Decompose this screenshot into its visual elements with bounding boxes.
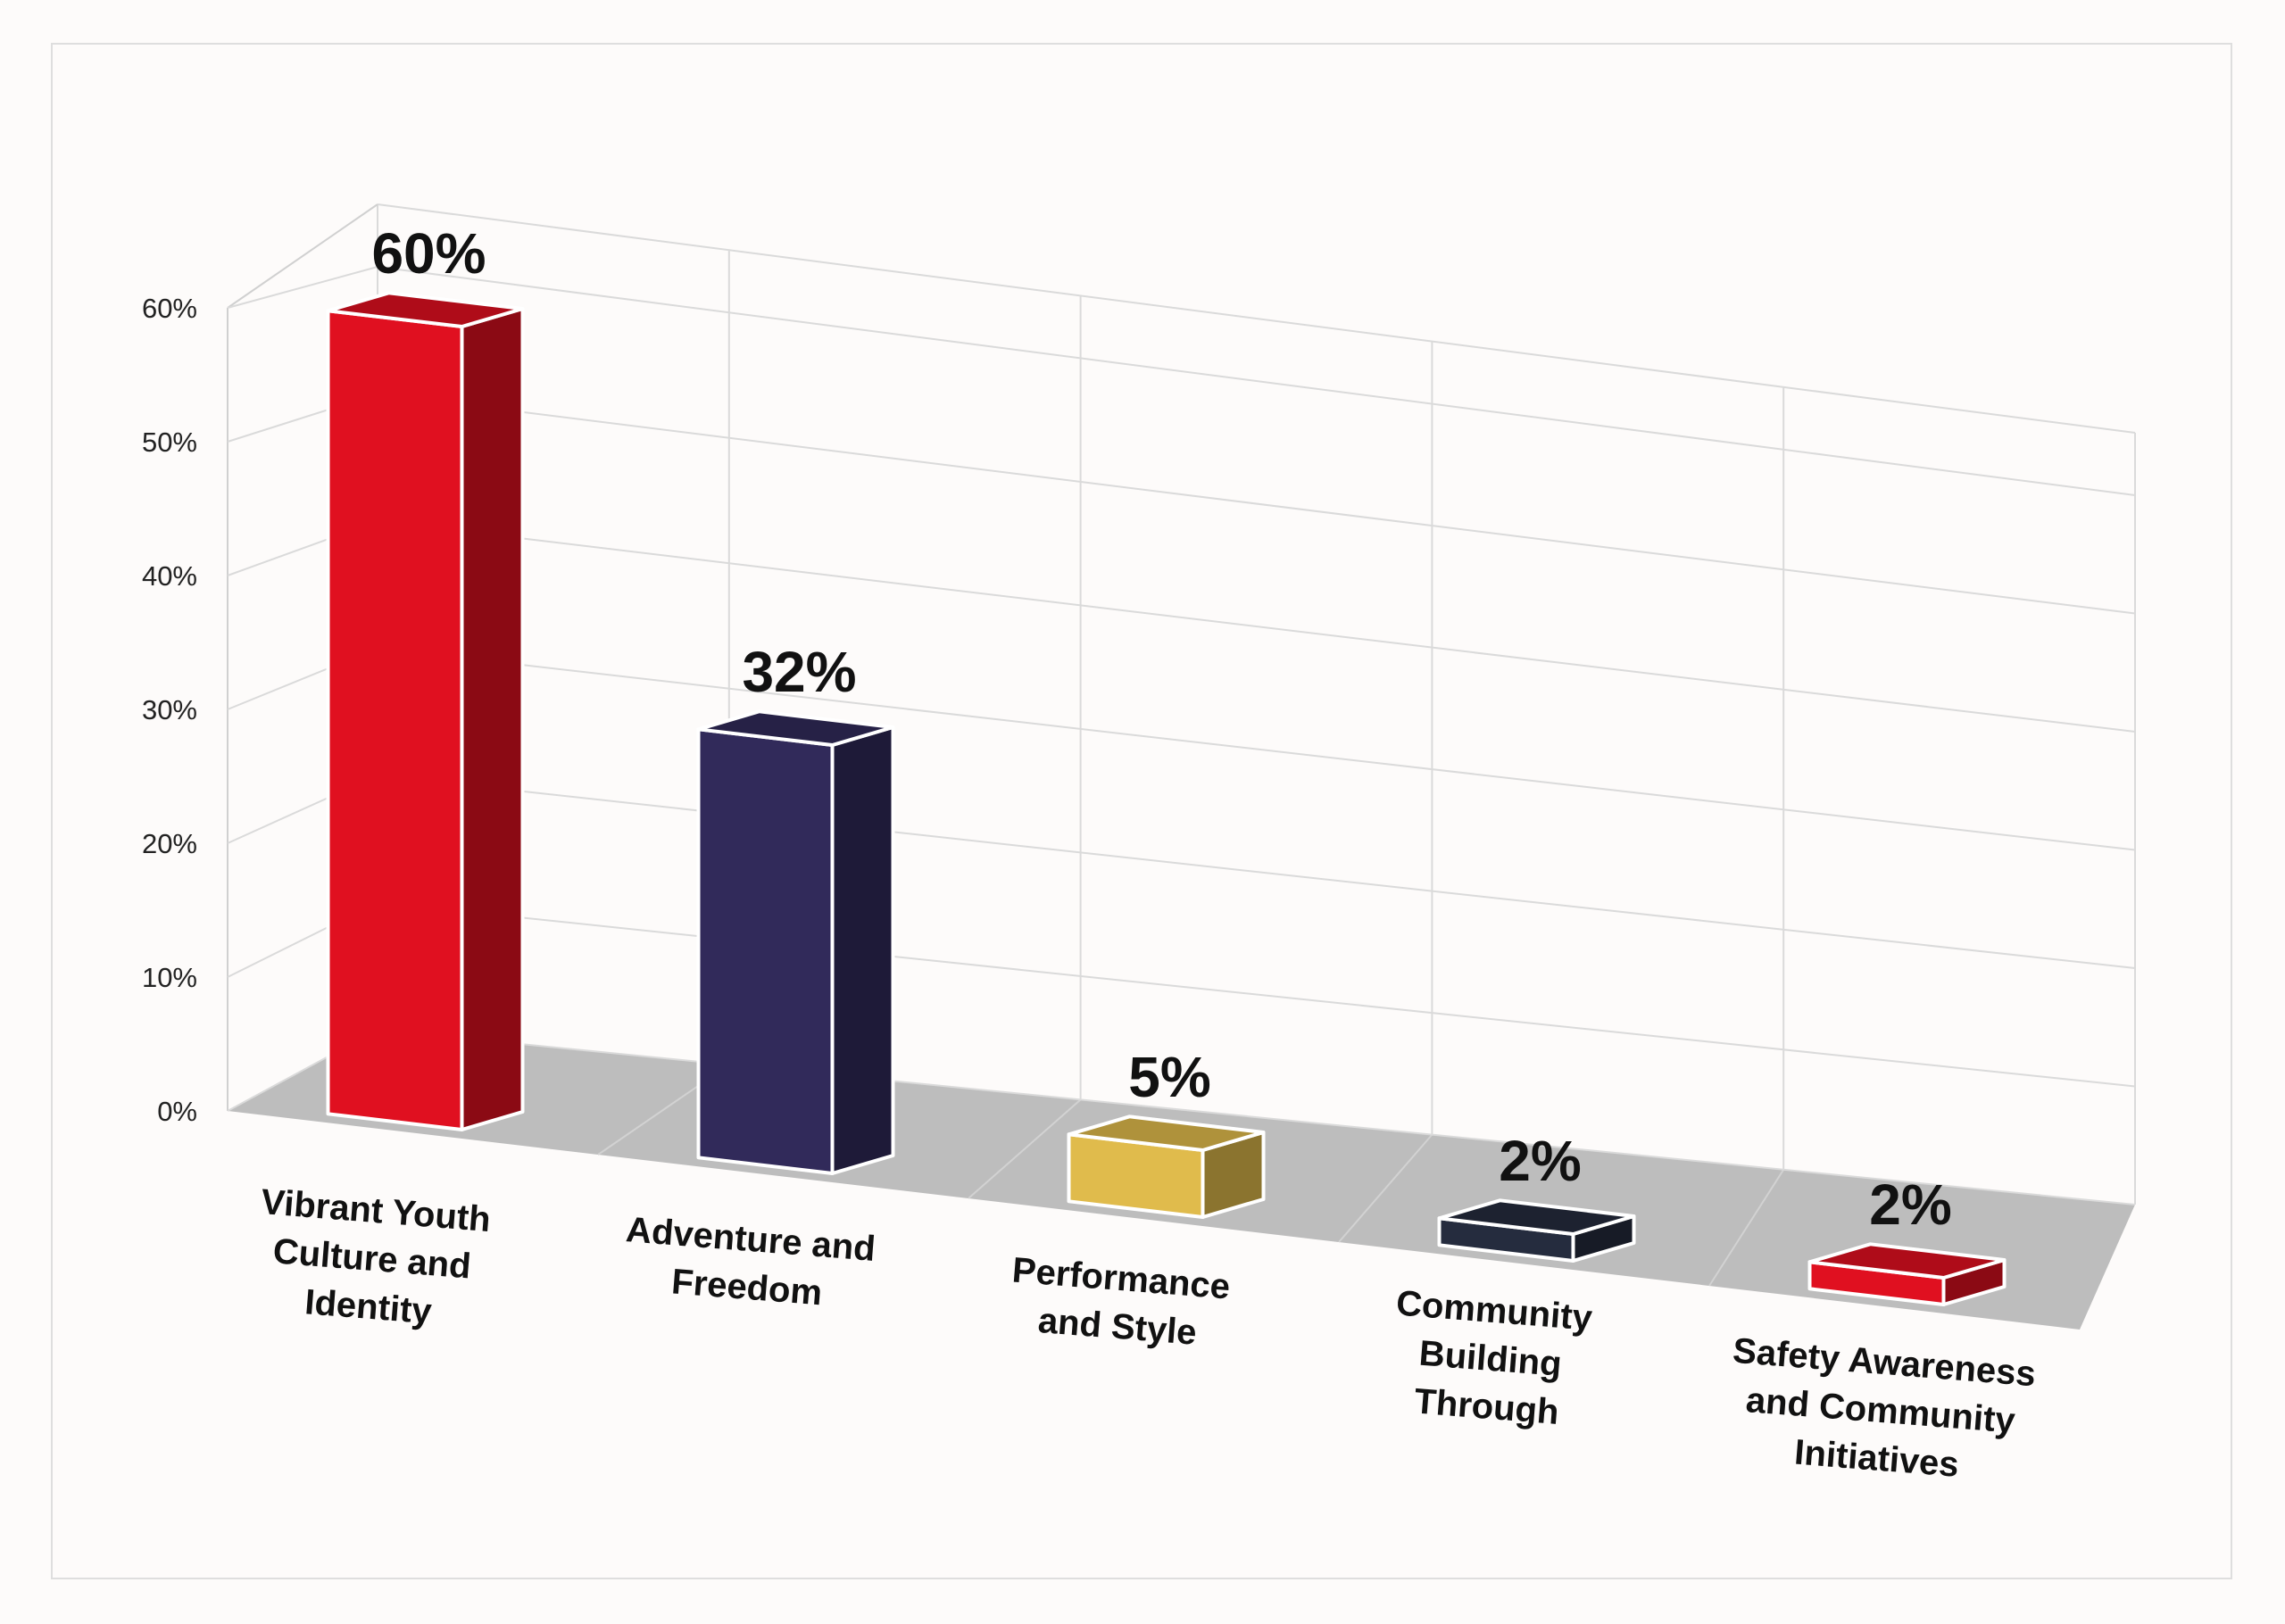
gridline xyxy=(377,393,2136,615)
gridline xyxy=(377,775,2136,969)
bar-top-face xyxy=(1437,1198,1636,1236)
y-tick-label: 60% xyxy=(142,293,197,324)
y-tick-label: 20% xyxy=(142,828,197,859)
bar-top-face xyxy=(1067,1114,1266,1152)
category-label-line: Community xyxy=(1395,1283,1595,1338)
y-tick-label: 0% xyxy=(157,1096,197,1127)
gridline xyxy=(377,520,2136,733)
bar-side-face xyxy=(830,725,895,1175)
category-label-line: Vibrant Youth xyxy=(260,1182,492,1239)
bar-1 xyxy=(326,291,525,1131)
category-label-line: Adventure and xyxy=(625,1210,877,1269)
data-label: 60% xyxy=(371,221,486,286)
y-tick-label: 30% xyxy=(142,694,197,725)
gridline xyxy=(377,647,2136,851)
bar-front-face xyxy=(696,727,835,1175)
category-label-line: and Style xyxy=(1036,1301,1198,1353)
gridline xyxy=(377,901,2136,1088)
category-label-line: Building xyxy=(1417,1334,1563,1384)
data-label: 2% xyxy=(1499,1129,1582,1193)
category-label-line: Performance xyxy=(1010,1251,1231,1307)
bar-front-face xyxy=(326,309,464,1131)
floor-divider xyxy=(1338,1133,1433,1243)
gridline xyxy=(377,266,2136,496)
gridline xyxy=(377,1029,2136,1206)
side-wall-top-edge xyxy=(227,203,378,309)
bar-5 xyxy=(1807,1242,2007,1306)
data-label: 5% xyxy=(1128,1045,1211,1109)
bar-4 xyxy=(1437,1198,1636,1263)
side-gridline xyxy=(227,266,378,309)
bar-side-face xyxy=(460,307,525,1131)
floor-divider xyxy=(1708,1169,1785,1287)
bar-2 xyxy=(696,709,895,1175)
floor-divider xyxy=(968,1098,1082,1199)
wall-top-edge xyxy=(377,203,2136,434)
y-tick-label: 50% xyxy=(142,427,197,458)
data-label: 2% xyxy=(1869,1172,1952,1237)
bar-top-face xyxy=(1807,1242,2007,1280)
bar-3 xyxy=(1067,1114,1266,1219)
category-label-line: Culture and xyxy=(271,1231,472,1286)
data-label: 32% xyxy=(742,640,856,704)
y-tick-label: 10% xyxy=(142,962,197,993)
bar-top-face xyxy=(326,291,525,328)
category-label-line: Through xyxy=(1413,1381,1560,1432)
category-label-line: Freedom xyxy=(670,1262,824,1313)
y-tick-label: 40% xyxy=(142,560,197,592)
category-label-line: and Community xyxy=(1744,1380,2016,1441)
category-label-line: Identity xyxy=(303,1282,434,1331)
bar-top-face xyxy=(696,709,895,747)
category-label-line: Initiatives xyxy=(1793,1433,1960,1485)
